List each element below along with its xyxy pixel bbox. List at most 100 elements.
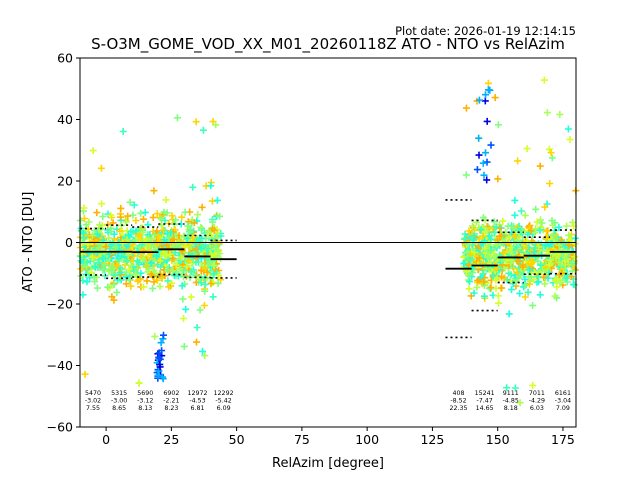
- scatter-point: [562, 254, 570, 262]
- bin-stat-n: 6161: [555, 390, 571, 397]
- scatter-point: [536, 291, 544, 299]
- bin-stat-n: 12972: [187, 390, 207, 397]
- scatter-point: [144, 243, 151, 251]
- scatter-point: [126, 198, 134, 206]
- scatter-point: [197, 279, 205, 287]
- scatter-point: [197, 244, 205, 252]
- x-tick-label: 0: [102, 432, 110, 447]
- scatter-point: [132, 270, 140, 278]
- scatter-point: [475, 96, 483, 104]
- scatter-point: [93, 209, 101, 217]
- scatter-point: [116, 246, 123, 254]
- scatter-point: [211, 250, 219, 258]
- scatter-point: [164, 277, 172, 285]
- scatter-points: [76, 76, 580, 407]
- bin-stat-std: 8.18: [504, 405, 518, 412]
- scatter-point: [526, 277, 534, 285]
- bin-stat-n: 408: [453, 390, 465, 397]
- scatter-point: [505, 234, 513, 242]
- scatter-point: [475, 151, 483, 159]
- scatter-point: [162, 196, 170, 204]
- scatter-point: [212, 121, 220, 129]
- scatter-point: [534, 273, 542, 281]
- scatter-point: [169, 267, 176, 275]
- scatter-point: [189, 183, 197, 191]
- scatter-point: [167, 229, 175, 236]
- scatter-point: [165, 283, 173, 291]
- scatter-point: [557, 279, 564, 287]
- scatter-point: [537, 261, 545, 269]
- scatter-point: [537, 216, 544, 224]
- scatter-point: [108, 263, 116, 270]
- scatter-point: [123, 257, 131, 265]
- scatter-point: [558, 261, 566, 269]
- scatter-point: [481, 228, 489, 236]
- scatter-point: [564, 271, 571, 279]
- y-tick-label: −20: [47, 297, 73, 312]
- scatter-point: [107, 211, 115, 219]
- scatter-point: [150, 267, 158, 274]
- scatter-point: [210, 262, 218, 269]
- scatter-point: [110, 271, 118, 279]
- y-tick-label: 0: [65, 235, 73, 250]
- x-tick-label: 25: [163, 432, 179, 447]
- scatter-point: [153, 240, 161, 248]
- scatter-point: [139, 228, 147, 236]
- scatter-point: [489, 272, 497, 280]
- scatter-point: [198, 224, 206, 232]
- axis-ticks: 0 25 50 75 100 125 150 175 −60 −40 −20 0 20 40 60: [47, 51, 575, 448]
- scatter-point: [117, 204, 125, 212]
- scatter-point: [521, 211, 529, 219]
- scatter-point: [470, 289, 478, 297]
- bin-stat-std: 7.09: [556, 405, 570, 412]
- scatter-point: [92, 253, 100, 261]
- scatter-point: [477, 240, 485, 248]
- scatter-point: [131, 250, 138, 257]
- scatter-point: [79, 277, 87, 284]
- bin-stat-std: 7.55: [86, 405, 100, 412]
- scatter-point: [114, 252, 122, 260]
- scatter-point: [79, 291, 87, 299]
- scatter-point: [177, 253, 185, 261]
- scatter-point: [179, 295, 187, 303]
- chart-title: S-O3M_GOME_VOD_XX_M01_20260118Z ATO - NT…: [91, 35, 565, 54]
- x-tick-label: 125: [420, 432, 444, 447]
- scatter-point: [178, 282, 186, 290]
- scatter-point: [153, 227, 161, 235]
- scatter-point: [178, 213, 186, 221]
- scatter-point: [185, 257, 193, 265]
- scatter-point: [107, 224, 115, 232]
- scatter-point: [521, 282, 529, 290]
- scatter-point: [482, 91, 489, 99]
- scatter-point: [139, 254, 147, 262]
- scatter-point: [96, 221, 104, 229]
- scatter-point: [192, 118, 200, 126]
- scatter-point: [85, 218, 93, 226]
- scatter-point: [192, 258, 200, 266]
- scatter-point: [109, 270, 117, 278]
- scatter-point: [460, 260, 468, 268]
- scatter-point: [189, 234, 197, 242]
- scatter-point: [166, 251, 174, 259]
- scatter-point: [110, 281, 118, 288]
- plot-date: Plot date: 2026-01-19 12:14:15: [395, 24, 576, 38]
- scatter-point: [124, 212, 132, 220]
- scatter-point: [97, 226, 105, 233]
- scatter-point: [200, 302, 208, 309]
- scatter-point: [90, 272, 98, 280]
- scatter-point: [179, 261, 187, 269]
- scatter-point: [119, 239, 127, 247]
- scatter-point: [193, 338, 200, 346]
- y-tick-label: −40: [47, 358, 73, 373]
- scatter-point: [188, 268, 195, 276]
- x-tick-label: 150: [486, 432, 510, 447]
- x-axis-label: RelAzim [degree]: [272, 456, 384, 471]
- scatter-point: [508, 286, 515, 294]
- scatter-point: [116, 227, 124, 235]
- scatter-point: [465, 261, 473, 269]
- bin-stat-mean: -3.00: [111, 398, 127, 405]
- scatter-point: [173, 114, 181, 122]
- scatter-point: [569, 218, 577, 226]
- scatter-point: [77, 272, 85, 280]
- scatter-point: [523, 237, 531, 245]
